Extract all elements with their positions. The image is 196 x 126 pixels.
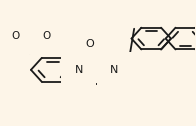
Text: O: O: [11, 31, 19, 41]
Text: N: N: [74, 65, 83, 75]
Text: O: O: [43, 31, 51, 41]
Text: O: O: [86, 39, 94, 49]
Text: N: N: [110, 65, 119, 75]
Text: S: S: [30, 31, 37, 41]
